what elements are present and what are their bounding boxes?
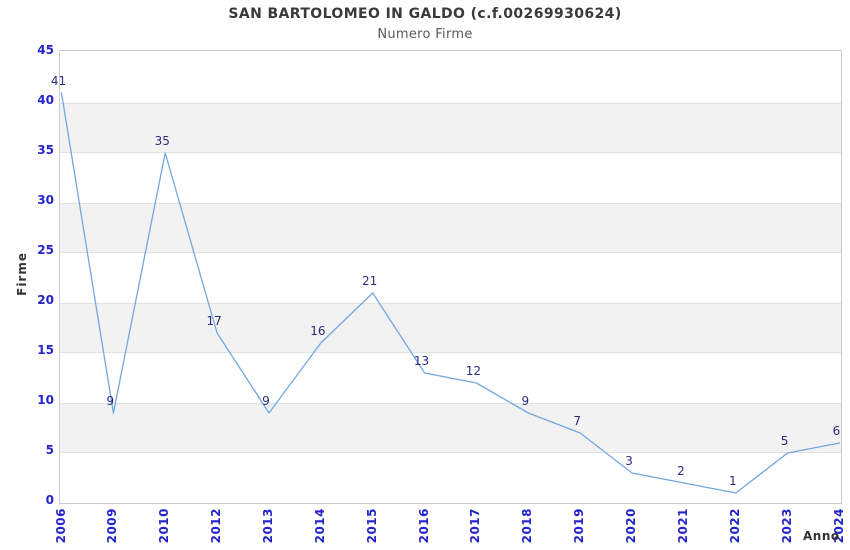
x-tick-label: 2023 xyxy=(779,508,794,544)
y-axis-title: Firme xyxy=(15,252,29,296)
x-tick-label: 2016 xyxy=(416,508,431,544)
y-tick-label: 10 xyxy=(37,393,54,407)
x-tick-label: 2006 xyxy=(53,508,68,544)
y-tick-label: 20 xyxy=(37,293,54,307)
grid-band xyxy=(60,303,841,353)
point-label: 16 xyxy=(310,324,326,338)
x-tick-label: 2015 xyxy=(364,508,379,544)
point-label: 17 xyxy=(206,314,222,328)
point-label: 9 xyxy=(521,394,530,408)
y-tick-label: 15 xyxy=(37,343,54,357)
point-label: 7 xyxy=(573,414,581,428)
chart-title: SAN BARTOLOMEO IN GALDO (c.f.00269930624… xyxy=(228,6,622,22)
x-tick-label: 2019 xyxy=(572,508,587,544)
point-label: 12 xyxy=(465,364,482,378)
point-label: 9 xyxy=(262,394,270,408)
x-axis-title: Anno xyxy=(803,529,840,543)
point-label: 35 xyxy=(154,134,170,148)
y-tick-label: 25 xyxy=(37,243,54,257)
y-tick-label: 35 xyxy=(37,143,54,157)
y-tick-label: 30 xyxy=(37,193,54,207)
x-tick-label: 2022 xyxy=(727,508,742,544)
grid-band xyxy=(60,103,841,153)
grid-band xyxy=(60,403,841,453)
x-tick-label: 2020 xyxy=(624,508,639,544)
y-tick-label: 40 xyxy=(37,93,54,107)
point-label: 9 xyxy=(106,394,115,408)
x-tick-label: 2013 xyxy=(260,508,275,544)
chart-subtitle: Numero Firme xyxy=(377,27,473,42)
x-tick-label: 2012 xyxy=(209,508,224,544)
x-tick-label: 2010 xyxy=(157,508,172,544)
point-label: 1 xyxy=(728,474,737,488)
y-tick-label: 5 xyxy=(45,443,54,457)
x-tick-label: 2018 xyxy=(520,508,535,544)
x-tick-label: 2021 xyxy=(675,508,690,544)
point-label: 41 xyxy=(50,74,67,88)
point-label: 13 xyxy=(413,354,430,368)
point-label: 6 xyxy=(832,424,841,438)
point-label: 21 xyxy=(362,274,378,288)
point-label: 3 xyxy=(625,454,633,468)
plot-area xyxy=(59,50,842,504)
point-label: 5 xyxy=(780,434,789,448)
x-tick-label: 2014 xyxy=(312,508,327,544)
line-series-svg xyxy=(60,92,841,494)
trend-line xyxy=(60,92,841,494)
x-tick-label: 2009 xyxy=(105,508,120,544)
grid-band xyxy=(60,203,841,253)
y-tick-label: 45 xyxy=(37,43,54,57)
y-tick-label: 0 xyxy=(45,493,54,507)
x-tick-label: 2017 xyxy=(468,508,483,544)
point-label: 2 xyxy=(677,464,685,478)
